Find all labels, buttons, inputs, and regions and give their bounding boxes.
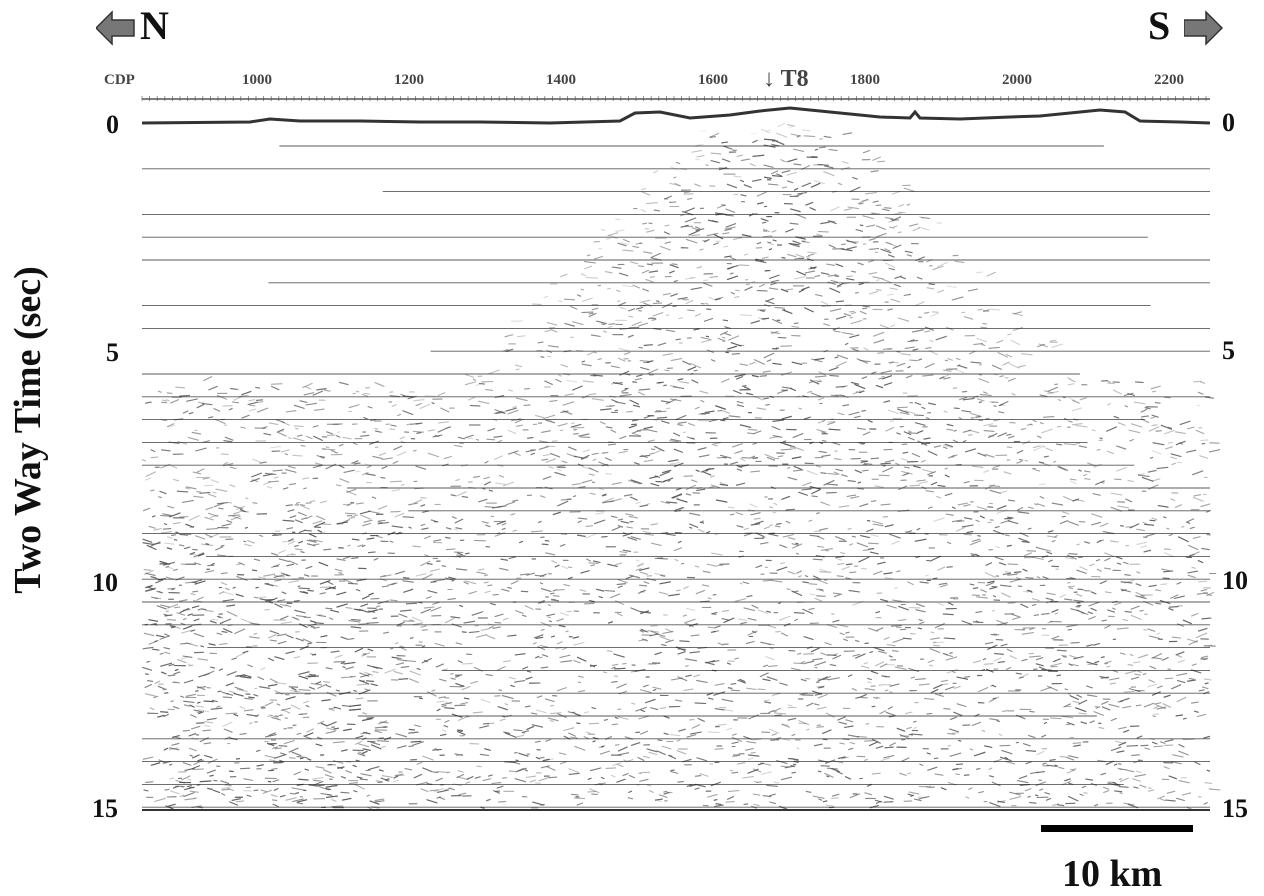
reflection-texture xyxy=(142,123,1221,810)
trace-lines xyxy=(142,146,1210,807)
elevation-profile xyxy=(142,108,1210,123)
scale-bar xyxy=(1041,825,1193,832)
scale-bar-label: 10 km xyxy=(1062,852,1162,896)
